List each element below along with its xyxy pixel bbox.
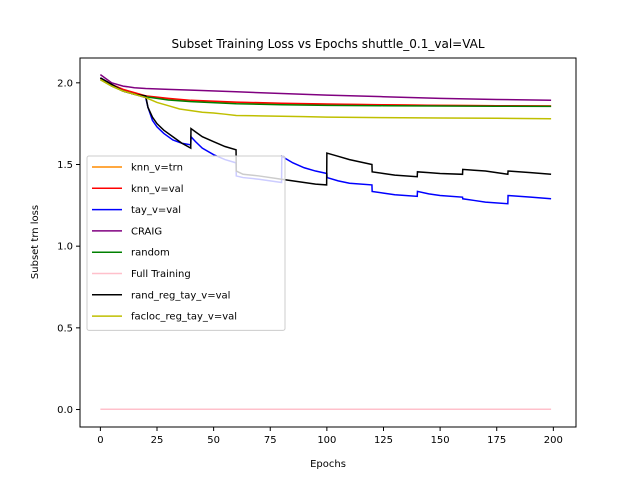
y-tick-label: 1.5	[57, 160, 73, 171]
legend-label-craig: CRAIG	[131, 226, 162, 237]
y-axis-label: Subset trn loss	[30, 205, 41, 279]
x-tick-label: 150	[431, 435, 450, 446]
axes-frame	[79, 57, 577, 428]
y-tick-label: 0.5	[57, 323, 73, 334]
legend-label-knn-v-val: knn_v=val	[131, 184, 184, 195]
series-line-rand-reg-tay-v-val	[100, 77, 552, 186]
series-line-craig	[99, 74, 552, 102]
x-tick-label: 100	[317, 435, 336, 446]
legend-label-rand-reg-tay-v-val: rand_reg_tay_v=val	[131, 290, 230, 301]
x-tick-label: 175	[487, 435, 506, 446]
legend-label-knn-v-trn: knn_v=trn	[131, 163, 183, 174]
legend: knn_v=trn knn_v=val tay_v=val CRAIG random Fu…	[86, 155, 286, 331]
legend-label-full-training: Full Training	[131, 269, 191, 280]
chart-title: Subset Training Loss vs Epochs shuttle_0…	[171, 37, 484, 51]
legend-label-facloc-reg-tay-v-val: facloc_reg_tay_v=val	[131, 312, 237, 323]
x-axis-label: Epochs	[310, 459, 346, 470]
legend-box	[86, 155, 286, 331]
legend-label-tay-v-val: tay_v=val	[131, 205, 181, 216]
x-tick-label: 25	[151, 435, 164, 446]
y-axis: 0.0 0.5 1.0 1.5 2.0	[57, 78, 80, 416]
x-tick-label: 50	[207, 435, 220, 446]
y-tick-label: 1.0	[57, 242, 73, 253]
series-line-facloc-reg-tay-v-val	[100, 78, 552, 120]
x-tick-label: 200	[544, 435, 563, 446]
y-tick-label: 0.0	[57, 405, 73, 416]
y-tick-label: 2.0	[57, 78, 73, 89]
x-tick-label: 0	[97, 435, 103, 446]
x-tick-label: 75	[264, 435, 277, 446]
x-axis: 0 25 50 75 100 125 150 175 200	[97, 427, 563, 446]
legend-label-random: random	[131, 248, 170, 259]
x-tick-label: 125	[374, 435, 393, 446]
